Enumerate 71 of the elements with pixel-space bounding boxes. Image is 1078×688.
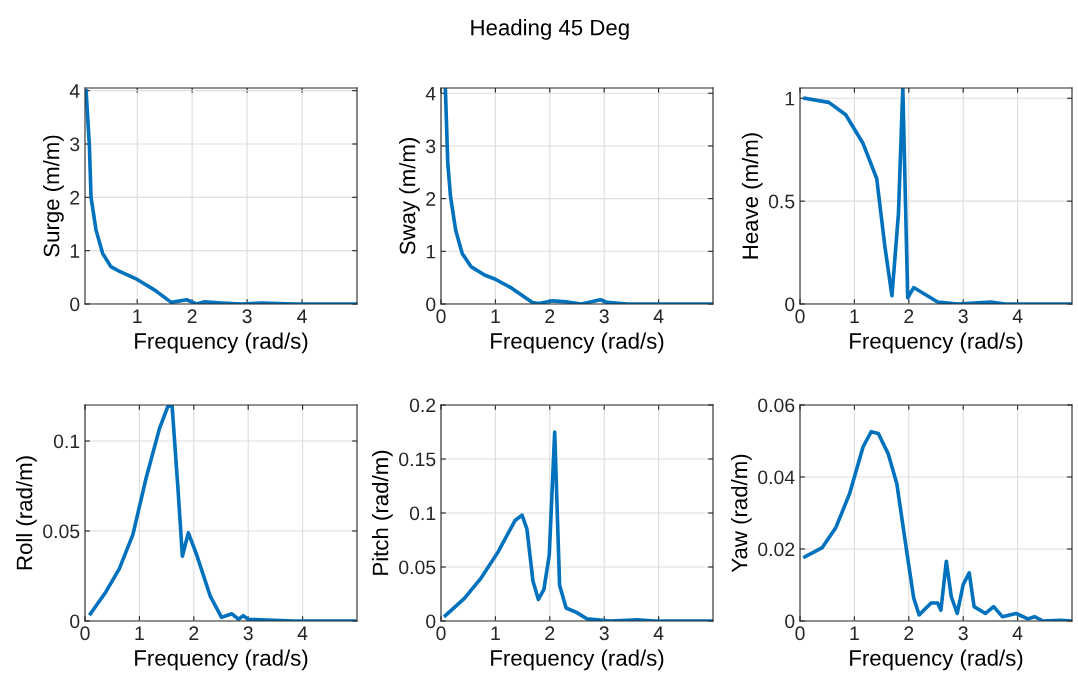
y-tick-label: 0.5: [768, 194, 795, 209]
y-tick-label: 0.02: [758, 542, 795, 557]
y-tick-label: 1: [785, 91, 795, 106]
x-tick-label: 3: [958, 309, 968, 324]
x-tick-label: 1: [850, 309, 859, 323]
x-tick-label: 3: [243, 626, 253, 641]
x-tick-label: 2: [545, 309, 555, 323]
y-tick-label: 3: [70, 137, 80, 152]
y-tick-label: 3: [426, 139, 436, 154]
chart-title: Heading 45 Deg: [471, 19, 629, 40]
x-tick-label: 2: [904, 626, 914, 640]
x-tick-label: 1: [491, 626, 500, 640]
y-tick-label: 0.1: [53, 434, 80, 449]
x-tick-label: 4: [297, 309, 307, 323]
y-tick-label: 2: [70, 190, 80, 205]
x-axis-title: Frequency (rad/s): [491, 649, 664, 671]
y-axis-title: Yaw (rad/m): [731, 454, 752, 573]
x-tick-label: 4: [653, 309, 664, 323]
x-tick-label: 2: [189, 626, 199, 640]
y-axis-title: Sway (m/m): [399, 138, 420, 255]
x-axis-title: Frequency (rad/s): [135, 332, 308, 354]
line-series: [85, 88, 357, 304]
x-tick-label: 3: [242, 309, 252, 324]
y-tick-label: 0: [426, 297, 436, 312]
x-tick-label: 3: [958, 626, 968, 641]
x-tick-label: 0: [436, 626, 446, 641]
y-tick-label: 2: [426, 192, 436, 206]
y-tick-label: 0: [785, 614, 795, 629]
y-tick-label: 0.2: [409, 398, 436, 413]
x-tick-label: 3: [599, 309, 609, 324]
x-axis-title: Frequency (rad/s): [491, 332, 664, 354]
y-tick-label: 0: [426, 614, 436, 629]
y-tick-label: 1: [426, 244, 436, 259]
y-tick-label: 1: [70, 244, 80, 258]
y-tick-label: 4: [69, 84, 80, 98]
x-axis-title: Frequency (rad/s): [850, 332, 1023, 354]
line-series: [443, 88, 713, 304]
y-tick-label: 0: [70, 614, 80, 629]
y-axis-title: Surge (m/m): [43, 135, 64, 257]
x-tick-label: 1: [491, 309, 500, 323]
x-tick-label: 4: [1012, 309, 1023, 323]
x-tick-label: 1: [850, 626, 859, 640]
line-series: [803, 88, 1072, 304]
y-axis-title: Heave (m/m): [741, 133, 763, 259]
x-tick-label: 2: [545, 626, 555, 640]
x-tick-label: 0: [436, 309, 446, 324]
x-tick-label: 0: [80, 626, 90, 641]
x-tick-label: 1: [133, 309, 142, 323]
y-tick-label: 0.05: [43, 524, 80, 539]
y-tick-label: 0.1: [409, 506, 436, 521]
y-tick-label: 0: [785, 297, 795, 312]
x-axis-title: Frequency (rad/s): [135, 649, 308, 671]
x-tick-label: 3: [599, 626, 609, 641]
y-axis-title: Pitch (rad/m): [372, 450, 393, 575]
x-tick-label: 2: [187, 309, 197, 323]
x-axis-title: Frequency (rad/s): [850, 649, 1023, 671]
x-tick-label: 1: [135, 626, 144, 640]
y-tick-label: 0.06: [758, 398, 795, 413]
y-tick-label: 0: [70, 297, 80, 312]
x-tick-label: 0: [795, 626, 805, 641]
y-tick-label: 0.04: [758, 470, 795, 485]
x-tick-label: 0: [795, 309, 805, 324]
x-tick-label: 4: [653, 626, 664, 640]
x-tick-label: 2: [904, 309, 914, 323]
y-axis-title: Roll (rad/m): [16, 456, 37, 570]
y-tick-label: 4: [425, 86, 436, 101]
x-tick-label: 4: [1012, 626, 1023, 640]
x-tick-label: 4: [297, 626, 308, 640]
line-series: [88, 405, 357, 621]
y-tick-label: 0.05: [399, 560, 436, 575]
y-tick-label: 0.15: [399, 452, 436, 467]
